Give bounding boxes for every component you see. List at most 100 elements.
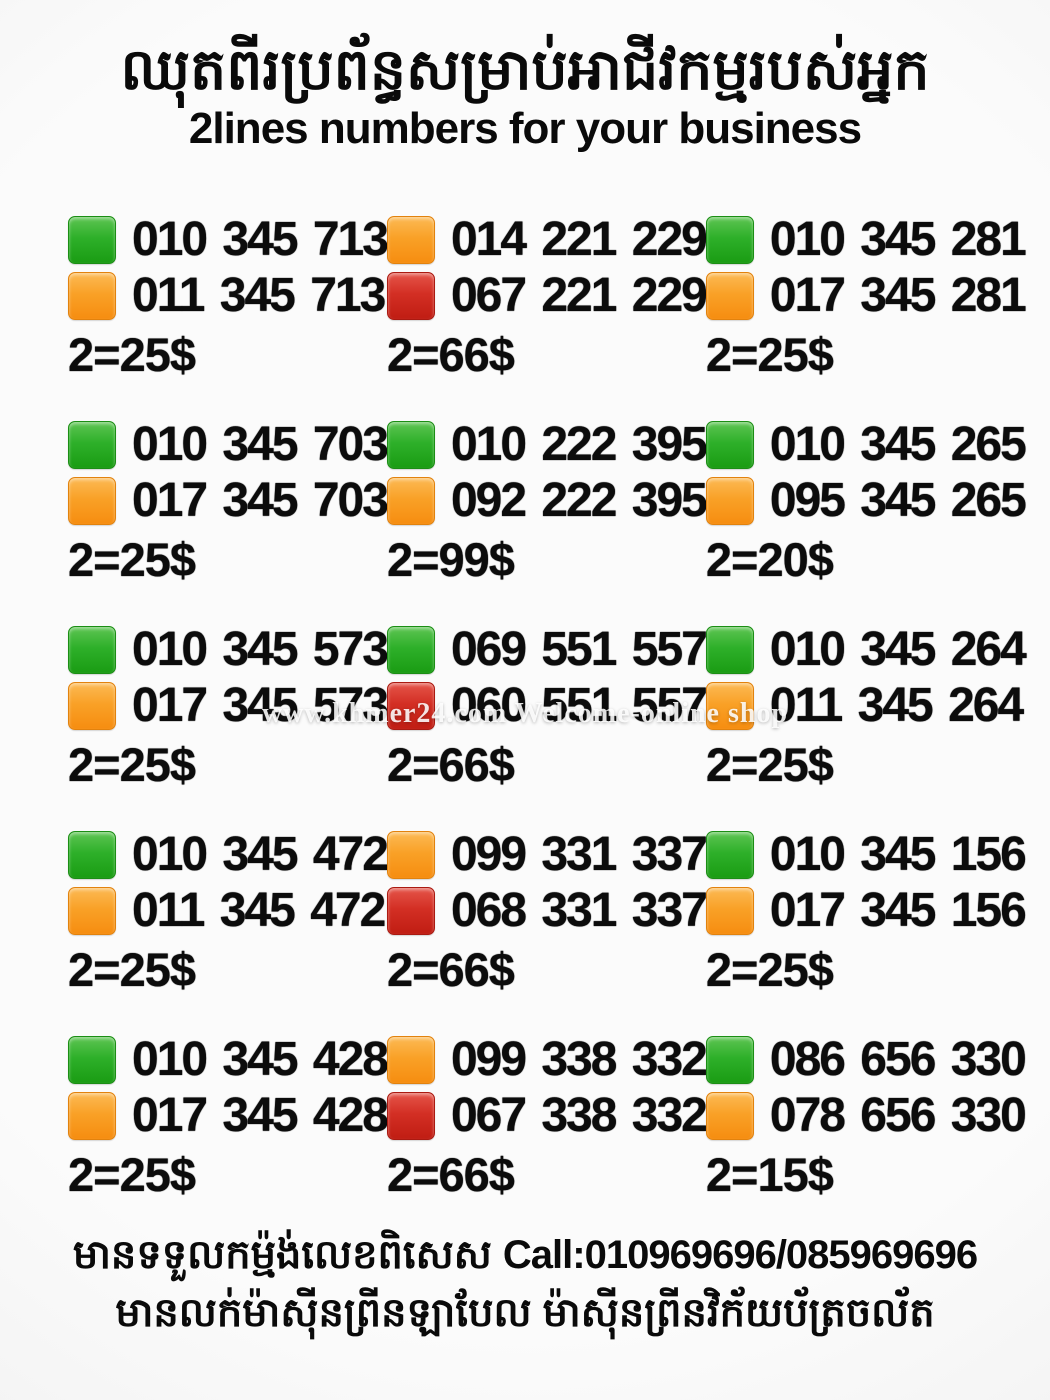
number-line: 067 338 332	[386, 1089, 708, 1143]
cell-lines: 010 222 395 092 222 395	[386, 418, 708, 528]
number-line: 010 345 156	[705, 828, 1027, 882]
footer-khmer-order-text: មានទទួលកម្ម៉ង់លេខពិសេស	[72, 1233, 492, 1277]
cell-lines: 010 345 265 095 345 265	[705, 418, 1027, 527]
price-label: 2=25$	[68, 942, 196, 996]
footer-line-1: មានទទួលកម្ម៉ង់លេខពិសេស Call:010969696/08…	[0, 1226, 1050, 1284]
cell-lines: 010 345 703 017 345 703	[68, 418, 389, 527]
phone-number: 067 221 229	[450, 269, 708, 323]
number-line: 086 656 330	[705, 1033, 1027, 1087]
cell-lines: 010 345 264 011 345 264	[705, 623, 1027, 733]
number-line: 060 551 557	[386, 679, 708, 732]
number-cell: 010 345 264 011 345 264 2=25$	[705, 623, 1027, 791]
sim-color-icon	[68, 830, 116, 879]
cell-lines: 014 221 229 067 221 229	[386, 213, 708, 323]
phone-number: 011 345 264	[769, 679, 1024, 733]
price-label: 2=25$	[705, 942, 834, 996]
cell-lines: 086 656 330 078 656 330	[705, 1033, 1027, 1142]
cell-lines: 010 345 281 017 345 281	[705, 213, 1027, 323]
number-line: 017 345 703	[68, 474, 389, 527]
number-cell: 010 345 573 017 345 573 2=25$	[68, 623, 389, 791]
cell-lines: 069 551 557 060 551 557	[386, 623, 708, 732]
sim-color-icon	[705, 476, 754, 525]
sim-color-icon	[705, 1091, 754, 1140]
sim-color-icon	[386, 271, 435, 320]
number-line: 010 345 713	[68, 213, 389, 267]
sim-color-icon	[386, 1035, 435, 1084]
sim-color-icon	[386, 625, 435, 674]
number-line: 011 345 264	[705, 679, 1025, 733]
number-cell: 099 338 332 067 338 332 2=66$	[386, 1033, 708, 1201]
sim-color-icon	[705, 215, 754, 264]
price-label: 2=15$	[705, 1147, 834, 1201]
number-line: 017 345 156	[705, 884, 1027, 938]
number-line: 010 345 573	[68, 623, 389, 676]
cell-lines: 010 345 573 017 345 573	[68, 623, 389, 733]
number-cell: 010 345 713 011 345 713 2=25$	[68, 213, 389, 381]
cell-lines: 099 338 332 067 338 332	[386, 1033, 708, 1143]
price-label: 2=25$	[705, 737, 834, 791]
phone-number: 086 656 330	[769, 1033, 1027, 1087]
phone-number: 017 345 281	[769, 269, 1027, 323]
footer: មានទទួលកម្ម៉ង់លេខពិសេស Call:010969696/08…	[0, 1226, 1050, 1342]
phone-number: 017 345 428	[132, 1089, 389, 1143]
sim-color-icon	[68, 681, 116, 730]
number-cell: 069 551 557 060 551 557 2=66$	[386, 623, 708, 791]
number-line: 095 345 265	[705, 474, 1027, 527]
sim-color-icon	[68, 625, 116, 674]
price-label: 2=66$	[386, 327, 515, 381]
number-line: 010 345 264	[705, 623, 1027, 676]
phone-number: 010 345 281	[769, 213, 1027, 267]
sim-color-icon	[386, 830, 435, 879]
phone-number: 069 551 557	[450, 623, 708, 677]
number-line: 017 345 281	[705, 269, 1027, 323]
number-line: 069 551 557	[386, 623, 708, 677]
number-line: 068 331 337	[386, 884, 708, 938]
phone-number: 068 331 337	[450, 884, 708, 938]
sim-color-icon	[386, 476, 435, 525]
number-line: 010 345 265	[705, 418, 1027, 472]
phone-number: 010 222 395	[450, 418, 708, 472]
price-label: 2=25$	[68, 327, 196, 381]
phone-number: 067 338 332	[450, 1089, 708, 1143]
number-line: 010 222 395	[386, 418, 708, 472]
cell-lines: 010 345 713 011 345 713	[68, 213, 389, 322]
price-label: 2=25$	[705, 327, 834, 381]
phone-number: 092 222 395	[450, 474, 708, 528]
header: ឈុតពីរប្រព័ន្ធសម្រាប់អាជីវកម្មរបស់អ្នក 2…	[0, 0, 1050, 153]
sim-color-icon	[68, 476, 116, 525]
number-line: 092 222 395	[386, 474, 708, 528]
number-line: 011 345 472	[68, 884, 387, 938]
sim-color-icon	[68, 420, 116, 469]
price-label: 2=99$	[386, 532, 515, 586]
phone-number: 011 345 472	[132, 884, 386, 938]
phone-number: 010 345 713	[132, 213, 389, 267]
phone-number: 017 345 156	[769, 884, 1027, 938]
sim-color-icon	[705, 681, 754, 730]
price-label: 2=66$	[386, 942, 515, 996]
number-line: 099 331 337	[386, 828, 708, 882]
sim-color-icon	[68, 271, 116, 320]
phone-number: 010 345 265	[769, 418, 1027, 472]
price-label: 2=20$	[705, 532, 834, 586]
footer-call-number: Call:010969696/085969696	[502, 1233, 978, 1277]
number-line: 010 345 428	[68, 1033, 389, 1087]
phone-number: 099 331 337	[450, 828, 708, 882]
sim-color-icon	[68, 215, 116, 264]
price-label: 2=66$	[386, 1147, 515, 1201]
phone-number: 010 345 428	[132, 1033, 389, 1087]
number-cell: 010 345 703 017 345 703 2=25$	[68, 418, 389, 586]
number-cell: 010 345 281 017 345 281 2=25$	[705, 213, 1027, 381]
phone-number: 017 345 573	[132, 679, 389, 733]
phone-number: 010 345 472	[132, 828, 389, 882]
number-line: 078 656 330	[705, 1089, 1027, 1142]
number-line: 017 345 428	[68, 1089, 389, 1143]
sim-color-icon	[386, 1091, 435, 1140]
sim-color-icon	[705, 420, 754, 469]
phone-number: 010 345 156	[769, 828, 1027, 882]
phone-number: 014 221 229	[450, 213, 708, 267]
cell-lines: 099 331 337 068 331 337	[386, 828, 708, 938]
price-label: 2=25$	[68, 532, 196, 586]
number-line: 099 338 332	[386, 1033, 708, 1086]
sim-color-icon	[705, 886, 754, 935]
